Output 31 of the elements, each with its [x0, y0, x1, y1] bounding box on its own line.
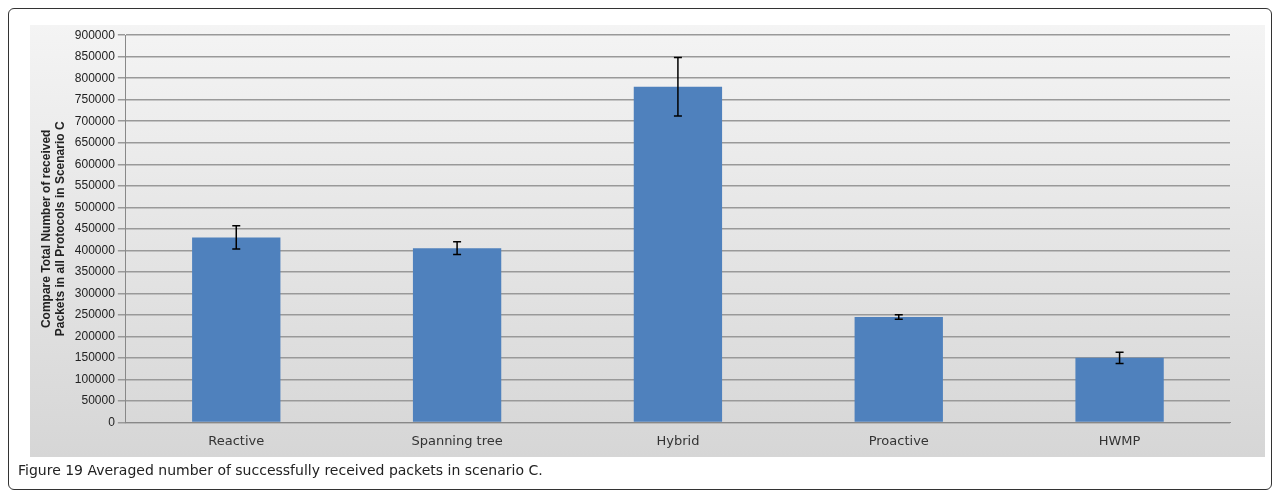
bar [854, 317, 943, 422]
bar [1075, 357, 1164, 422]
x-tick-label: Reactive [208, 432, 265, 448]
y-tick-label: 600000 [74, 156, 116, 171]
y-tick-label: 100000 [74, 371, 116, 386]
y-tick-label: 900000 [74, 27, 116, 42]
y-tick-label: 50000 [81, 393, 116, 408]
y-tick-label: 700000 [74, 113, 116, 128]
y-tick-label: 400000 [74, 242, 116, 257]
x-tick-label: HWMP [1098, 432, 1141, 448]
bar [192, 237, 281, 422]
x-tick-label: Proactive [868, 432, 929, 448]
y-tick-label: 750000 [74, 92, 116, 107]
y-axis-title: Compare Total Number of received Packets in all Protocols in Scenario C [38, 121, 67, 337]
y-tick-label: 200000 [74, 328, 116, 343]
y-tick-label: 350000 [74, 264, 116, 279]
y-tick-label: 450000 [74, 221, 116, 236]
y-tick-label: 650000 [74, 135, 116, 150]
y-tick-label: 850000 [74, 49, 116, 64]
y-tick-label: 250000 [74, 307, 116, 322]
y-tick-label: 0 [108, 414, 116, 429]
caption: Figure 19 Averaged number of successfully received packets in scenario C. [18, 462, 543, 478]
y-tick-label: 500000 [74, 199, 116, 214]
x-tick-label: Hybrid [656, 432, 700, 448]
bar [412, 248, 502, 422]
bar [633, 86, 723, 422]
y-tick-label: 150000 [74, 350, 116, 365]
y-tick-label: 800000 [74, 70, 116, 85]
y-tick-label: 300000 [74, 285, 116, 300]
x-tick-label: Spanning tree [411, 432, 503, 448]
y-tick-label: 550000 [74, 178, 116, 193]
